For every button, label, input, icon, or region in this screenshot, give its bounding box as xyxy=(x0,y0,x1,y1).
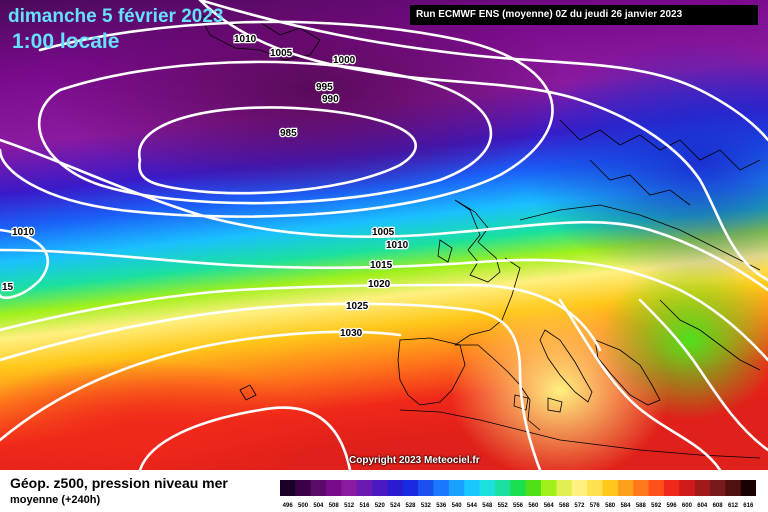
trough-core xyxy=(50,0,570,200)
color-scale-label: 564 xyxy=(544,503,555,509)
color-scale-swatch xyxy=(464,480,480,496)
legend-title: Géop. z500, pression niveau mer xyxy=(10,475,228,491)
color-scale-swatch xyxy=(740,480,756,496)
color-scale-label: 580 xyxy=(605,503,616,509)
color-scale-swatch xyxy=(494,480,511,496)
color-scale-swatch xyxy=(433,480,450,496)
isobar-label: 1005 xyxy=(270,48,293,59)
color-scale-label: 572 xyxy=(574,503,585,509)
color-scale-label: 508 xyxy=(329,503,340,509)
color-scale-swatch xyxy=(571,480,588,496)
color-scale-label: 544 xyxy=(467,503,478,509)
color-scale-label: 612 xyxy=(728,503,739,509)
isobar-label: 1030 xyxy=(340,328,363,339)
color-scale-label: 600 xyxy=(682,503,693,509)
isobar-label: 985 xyxy=(280,128,297,139)
color-scale-label: 592 xyxy=(651,503,662,509)
eastern-green-band xyxy=(600,260,768,420)
geopotential-map: 1010 1005 1000 995 990 985 1010 15 1005 … xyxy=(0,0,768,470)
isobar-label: 1005 xyxy=(372,227,395,238)
color-scale-label: 552 xyxy=(498,503,509,509)
isobar-label: 1025 xyxy=(346,301,369,312)
color-scale-swatch xyxy=(602,480,619,496)
color-scale-swatch xyxy=(709,480,726,496)
isobar-labels: 1010 1005 1000 995 990 985 1010 15 1005 … xyxy=(1,33,410,341)
coastlines xyxy=(199,14,761,459)
color-scale-swatch xyxy=(418,480,434,496)
isobars xyxy=(0,0,768,470)
color-scale-swatch xyxy=(617,480,634,496)
color-scale-label: 584 xyxy=(620,503,631,509)
color-scale-label: 604 xyxy=(697,503,708,509)
isobar-label: 990 xyxy=(322,94,339,105)
color-scale-swatch xyxy=(663,480,680,496)
color-scale-swatch xyxy=(648,480,665,496)
color-scale-swatch xyxy=(341,480,358,496)
color-scale-swatch xyxy=(479,480,496,496)
color-scale-label: 504 xyxy=(313,503,324,509)
isobar-label: 1020 xyxy=(368,279,391,290)
color-scale-label: 500 xyxy=(298,503,309,509)
color-scale-label: 496 xyxy=(283,503,294,509)
color-scale-swatch xyxy=(326,480,342,496)
color-scale: 496 500 504 508 512 516 520 524 528 532 536 540 544 5… xyxy=(280,480,756,509)
color-scale-swatch xyxy=(679,480,695,496)
isobar-label: 1010 xyxy=(12,227,35,238)
color-scale-label: 524 xyxy=(390,503,401,509)
isobar-label: 1000 xyxy=(333,55,356,66)
color-scale-label: 596 xyxy=(667,503,678,509)
color-scale-swatch xyxy=(448,480,465,496)
color-scale-swatch xyxy=(510,480,526,496)
color-scale-label: 536 xyxy=(436,503,447,509)
color-scale-swatch xyxy=(310,480,327,496)
color-scale-label: 568 xyxy=(559,503,570,509)
copyright-notice: Copyright 2023 Meteociel.fr xyxy=(349,455,480,466)
isobar-label: 15 xyxy=(2,282,14,293)
color-scale-label: 532 xyxy=(421,503,432,509)
color-scale-swatch xyxy=(694,480,711,496)
color-scale-swatch xyxy=(280,480,296,496)
isobar-label: 995 xyxy=(316,82,333,93)
isobar-label: 1015 xyxy=(370,260,393,271)
color-scale-swatch xyxy=(356,480,373,496)
color-scale-label: 608 xyxy=(713,503,724,509)
color-scale-swatch xyxy=(372,480,388,496)
forecast-time: 1:00 locale xyxy=(12,30,120,53)
color-scale-label: 588 xyxy=(636,503,647,509)
color-scale-swatch xyxy=(541,480,557,496)
legend-subtitle: moyenne (+240h) xyxy=(10,494,101,506)
color-scale-label: 548 xyxy=(482,503,493,509)
color-scale-label: 512 xyxy=(344,503,355,509)
color-scale-label: 520 xyxy=(375,503,386,509)
color-scale-label: 556 xyxy=(513,503,524,509)
color-scale-swatch xyxy=(525,480,542,496)
color-scale-label: 560 xyxy=(528,503,539,509)
color-scale-swatch xyxy=(633,480,649,496)
color-scale-swatch xyxy=(387,480,404,496)
color-scale-swatch xyxy=(556,480,573,496)
isobar-label: 1010 xyxy=(234,34,257,45)
color-scale-label: 616 xyxy=(743,503,754,509)
color-scale-swatch xyxy=(402,480,419,496)
run-info-banner: Run ECMWF ENS (moyenne) 0Z du jeudi 26 j… xyxy=(410,5,758,25)
isobar-label: 1010 xyxy=(386,240,409,251)
color-scale-swatch xyxy=(295,480,311,496)
color-scale-label: 528 xyxy=(406,503,417,509)
color-scale-swatch xyxy=(587,480,603,496)
color-scale-label: 516 xyxy=(359,503,370,509)
color-scale-label: 540 xyxy=(452,503,463,509)
color-scale-swatch xyxy=(725,480,741,496)
color-scale-label: 576 xyxy=(590,503,601,509)
forecast-date: dimanche 5 février 2023 xyxy=(8,6,224,27)
